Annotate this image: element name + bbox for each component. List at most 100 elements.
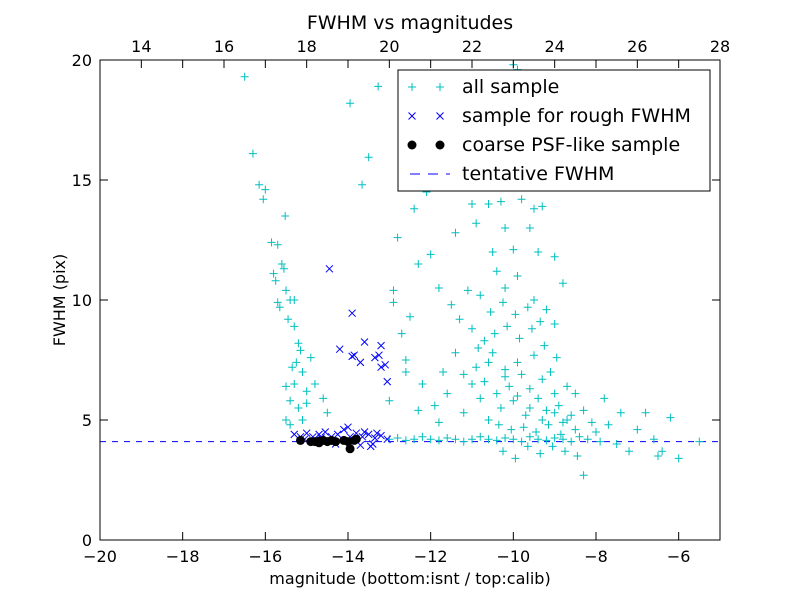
x-tick-label: −16 [248, 547, 282, 566]
all-sample-point [273, 298, 282, 307]
all-sample-point [282, 382, 290, 391]
all-sample-point [468, 324, 476, 333]
x-tick-label: −6 [667, 547, 691, 566]
all-sample-point [434, 284, 443, 292]
all-sample-point [468, 380, 476, 388]
all-sample-point [519, 423, 528, 432]
all-sample-point [364, 153, 373, 162]
all-sample-point [501, 365, 510, 374]
all-sample-point [463, 286, 472, 295]
all-sample-point [492, 436, 501, 445]
psf-sample-point [331, 437, 341, 447]
all-sample-point [480, 336, 489, 345]
all-sample-point [579, 471, 588, 480]
all-sample-point [259, 195, 268, 204]
all-sample-point [558, 418, 567, 427]
psf-sample-point [295, 435, 305, 445]
all-sample-point [513, 392, 522, 400]
psf-sample-point [314, 438, 324, 448]
all-sample-point [523, 442, 532, 451]
rough-fwhm-point [375, 351, 383, 360]
legend-label-rough-fwhm: sample for rough FWHM [462, 105, 691, 127]
all-sample-point [558, 435, 567, 444]
all-sample-point [490, 329, 499, 338]
y-tick-label: 10 [72, 291, 92, 310]
all-sample-point [434, 436, 443, 445]
all-sample-point [513, 358, 522, 367]
all-sample-point [414, 260, 423, 268]
all-sample-point [273, 240, 282, 249]
all-sample-point [374, 82, 383, 91]
all-sample-point [507, 425, 516, 434]
legend-label-all-sample: all sample [462, 76, 559, 98]
rough-fwhm-point [360, 338, 369, 346]
all-sample-point [414, 406, 423, 415]
all-sample-point [521, 411, 530, 420]
all-sample-point [654, 452, 662, 460]
all-sample-point [288, 363, 297, 372]
all-sample-point [542, 436, 551, 445]
all-sample-point [401, 436, 410, 445]
top-x-tick-label: 20 [379, 37, 399, 56]
all-sample-point [393, 434, 402, 442]
all-sample-point [550, 252, 559, 261]
all-sample-point [536, 317, 545, 326]
all-sample-point [511, 454, 520, 463]
all-sample-point [540, 341, 549, 350]
all-sample-point [319, 394, 328, 403]
all-sample-point [418, 380, 427, 388]
rough-fwhm-point [350, 351, 359, 360]
legend-plus-icon [408, 83, 416, 91]
legend-dot-icon [435, 140, 445, 150]
all-sample-point [269, 269, 278, 278]
all-sample-point [509, 245, 518, 254]
legend-label-tentative-fwhm: tentative FWHM [462, 163, 614, 185]
all-sample-point [240, 72, 249, 81]
all-sample-point [468, 200, 476, 208]
all-sample-point [484, 435, 493, 444]
all-sample-point [542, 406, 551, 415]
rough-fwhm-point [377, 431, 385, 440]
all-sample-point [281, 212, 290, 220]
legend-label-psf-sample: coarse PSF-like sample [462, 134, 680, 156]
all-sample-point [501, 224, 510, 232]
all-sample-point [571, 389, 580, 398]
all-sample-point [499, 447, 507, 456]
all-sample-point [538, 202, 547, 211]
all-sample-point [261, 185, 270, 194]
legend-cross-icon [436, 112, 444, 120]
all-sample-point [563, 382, 572, 391]
top-x-tick-label: 16 [214, 37, 234, 56]
all-sample-point [358, 180, 367, 189]
all-sample-point [517, 195, 526, 204]
x-tick-label: −14 [331, 547, 365, 566]
legend-plus-icon [436, 83, 444, 91]
all-sample-point [401, 368, 410, 376]
all-sample-point [279, 264, 288, 273]
all-sample-point [550, 320, 559, 328]
rough-fwhm-point [383, 435, 392, 444]
all-sample-point [517, 370, 526, 379]
all-sample-point [302, 399, 311, 408]
rough-fwhm-point [373, 429, 381, 438]
all-sample-point [517, 437, 526, 446]
rough-fwhm-point [340, 425, 348, 434]
rough-fwhm-point [290, 430, 299, 439]
all-sample-point [476, 291, 485, 300]
all-sample-point [546, 368, 555, 376]
top-x-tick-label: 26 [627, 37, 647, 56]
rough-fwhm-point [348, 309, 356, 318]
all-sample-point [410, 435, 419, 444]
all-sample-point [474, 344, 483, 352]
x-tick-label: −12 [414, 547, 448, 566]
all-sample-point [633, 425, 642, 434]
all-sample-point [499, 298, 507, 307]
all-sample-point [486, 308, 495, 316]
all-sample-point [410, 204, 419, 213]
all-sample-point [612, 440, 621, 448]
all-sample-point [550, 434, 559, 442]
all-sample-point [604, 420, 613, 429]
all-sample-point [443, 434, 452, 442]
all-sample-point [484, 416, 493, 424]
all-sample-point [494, 420, 503, 429]
